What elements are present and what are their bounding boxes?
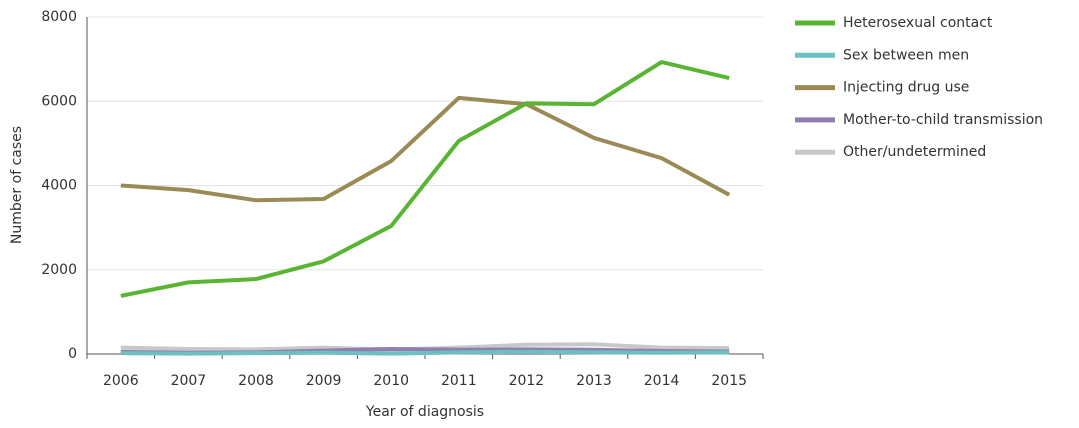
series-line xyxy=(120,349,730,356)
x-tick-label: 2006 xyxy=(103,373,139,389)
y-tick-label: 4000 xyxy=(41,178,77,194)
y-axis-label: Number of cases xyxy=(9,126,25,244)
x-tick-label: 2013 xyxy=(576,373,612,389)
x-tick-label: 2009 xyxy=(306,373,342,389)
legend-label: Injecting drug use xyxy=(843,80,969,96)
x-tick-label: 2010 xyxy=(373,373,409,389)
x-tick-label: 2015 xyxy=(711,373,747,389)
series-line xyxy=(120,60,730,298)
y-tick-label: 0 xyxy=(68,346,77,362)
y-tick-label: 2000 xyxy=(41,262,77,278)
series-line xyxy=(120,95,731,203)
x-tick-label: 2014 xyxy=(644,373,680,389)
x-tick-label: 2008 xyxy=(238,373,274,389)
y-tick-label: 8000 xyxy=(41,9,77,25)
x-tick-label: 2007 xyxy=(171,373,207,389)
legend-label: Other/undetermined xyxy=(843,144,986,160)
x-tick-label: 2011 xyxy=(441,373,477,389)
legend-label: Heterosexual contact xyxy=(843,15,993,31)
legend-label: Sex between men xyxy=(843,47,969,63)
x-tick-label: 2012 xyxy=(509,373,545,389)
y-tick-label: 6000 xyxy=(41,93,77,109)
x-axis-label: Year of diagnosis xyxy=(365,404,484,420)
legend-label: Mother-to-child transmission xyxy=(843,112,1043,128)
